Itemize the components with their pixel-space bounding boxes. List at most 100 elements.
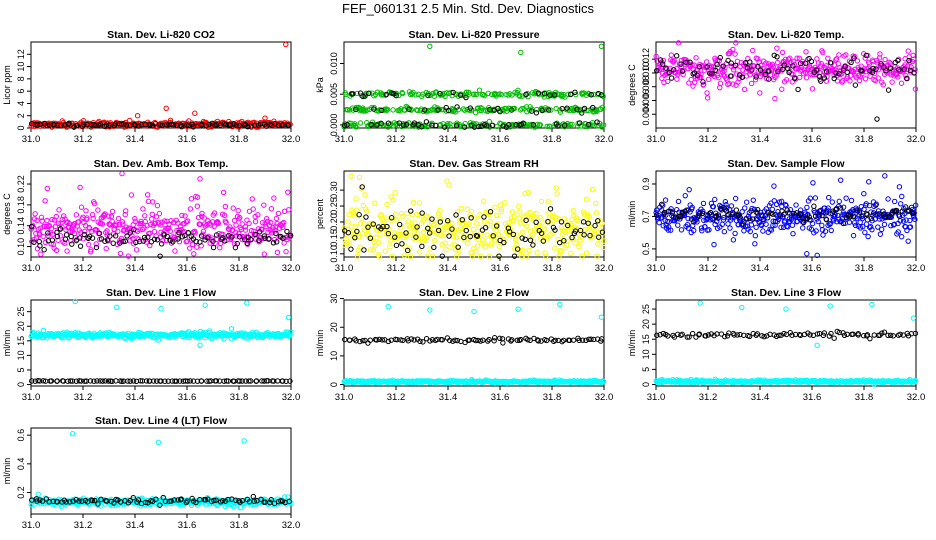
data-point	[423, 119, 430, 125]
data-point	[785, 224, 791, 230]
data-point	[227, 224, 233, 230]
data-point	[467, 230, 473, 236]
data-point	[141, 234, 148, 241]
data-point	[755, 63, 761, 70]
x-tick-label: 31.0	[22, 134, 41, 145]
data-point	[206, 328, 213, 334]
data-point	[93, 244, 100, 251]
data-point	[843, 52, 849, 58]
data-point	[244, 240, 250, 247]
data-point	[657, 332, 663, 338]
x-tick-label: 31.4	[751, 392, 770, 403]
data-point	[668, 75, 675, 81]
data-point	[96, 230, 103, 237]
data-point	[812, 195, 819, 201]
data-point	[477, 212, 483, 218]
data-point	[37, 243, 43, 249]
data-point	[377, 231, 383, 238]
data-point	[145, 198, 152, 205]
data-point	[852, 222, 859, 229]
y-tick-label: 20	[329, 322, 339, 332]
data-point	[212, 122, 218, 128]
y-tick-label: 0.2	[16, 486, 26, 499]
data-point	[773, 72, 780, 78]
data-point	[776, 332, 782, 339]
data-point	[222, 238, 228, 244]
data-point	[286, 207, 292, 213]
data-point	[119, 170, 125, 177]
data-point	[387, 244, 393, 250]
data-point	[37, 497, 43, 503]
data-point	[175, 236, 181, 242]
data-point	[582, 226, 589, 233]
data-point	[283, 248, 289, 255]
data-point	[273, 215, 280, 222]
data-point	[905, 48, 911, 54]
data-point	[686, 334, 692, 340]
data-point	[904, 227, 910, 234]
data-point	[399, 90, 406, 97]
data-point	[900, 218, 907, 224]
data-point	[385, 230, 392, 237]
x-tick-label: 31.6	[178, 134, 197, 145]
data-point	[727, 73, 734, 79]
data-point	[393, 242, 400, 249]
data-point	[846, 219, 853, 225]
data-point	[435, 107, 441, 113]
data-point	[668, 52, 675, 58]
data-point	[203, 122, 209, 129]
data-point	[831, 75, 837, 82]
data-point	[679, 331, 685, 338]
data-point	[491, 335, 498, 341]
data-point	[826, 194, 832, 201]
data-point	[727, 225, 733, 231]
data-point	[353, 106, 359, 113]
data-point	[863, 52, 870, 59]
data-point	[37, 378, 43, 384]
data-point	[53, 213, 59, 220]
data-point	[256, 229, 263, 235]
data-point	[382, 248, 388, 254]
data-point	[591, 336, 597, 343]
data-point	[493, 223, 500, 229]
data-point	[832, 211, 838, 218]
data-point	[157, 122, 163, 128]
data-point	[815, 218, 821, 225]
data-point	[375, 239, 382, 246]
data-point	[38, 214, 45, 221]
x-tick-label: 31.2	[74, 134, 93, 145]
data-point	[800, 219, 807, 226]
data-point	[223, 219, 229, 226]
data-point	[704, 216, 710, 222]
data-point	[757, 90, 763, 96]
data-point	[405, 218, 412, 224]
data-point	[765, 68, 772, 74]
data-point	[357, 90, 364, 96]
data-point	[287, 332, 293, 338]
data-point	[274, 220, 280, 227]
data-point	[356, 174, 363, 181]
data-point	[552, 245, 558, 251]
data-point	[80, 122, 87, 128]
data-point	[567, 221, 574, 227]
data-point	[600, 244, 606, 251]
data-point	[518, 247, 524, 253]
data-point	[438, 106, 445, 113]
x-tick-label: 31.4	[126, 520, 145, 531]
data-point	[34, 498, 40, 504]
data-point	[227, 122, 234, 128]
data-point	[597, 225, 603, 231]
data-point	[353, 338, 359, 344]
data-point	[400, 213, 406, 219]
data-point	[425, 108, 431, 114]
data-point	[554, 191, 560, 197]
data-point	[668, 227, 674, 233]
data-point	[556, 253, 562, 259]
data-point	[42, 239, 49, 245]
data-point	[774, 54, 780, 60]
data-point	[734, 332, 740, 338]
data-point	[874, 60, 881, 66]
data-point	[558, 91, 565, 98]
data-point	[90, 215, 96, 222]
